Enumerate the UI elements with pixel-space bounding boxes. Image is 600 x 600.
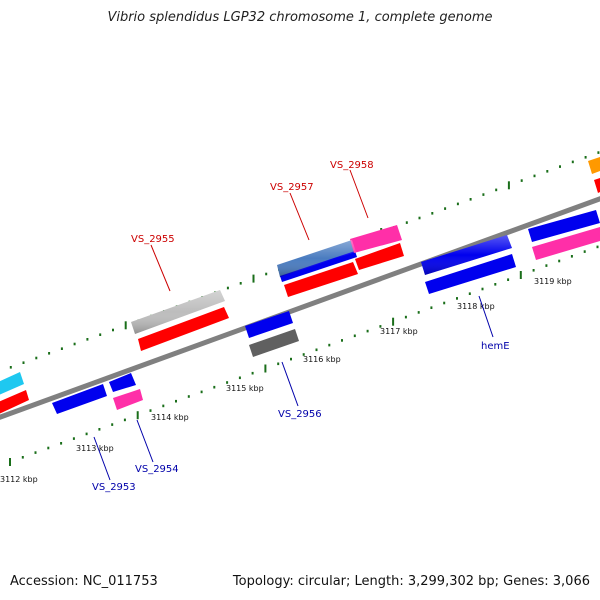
gene-arrow-cyan[interactable]: [0, 372, 24, 395]
shading: [131, 290, 225, 334]
gene-arrow-blue[interactable]: [528, 210, 600, 242]
kbp-label: 3118 kbp: [457, 302, 495, 311]
gene-label-vs2957[interactable]: VS_2957: [270, 182, 314, 193]
gene-arrow-magenta[interactable]: [532, 227, 600, 260]
gene-arrow-red[interactable]: [0, 390, 29, 414]
gene-arrow-blue[interactable]: [425, 254, 516, 294]
gene-features: [0, 157, 600, 414]
gene-arrow-magenta[interactable]: [113, 389, 143, 410]
kbp-label: 3114 kbp: [151, 413, 189, 422]
label-leader-lines: [93, 169, 494, 481]
kbp-label: 3115 kbp: [226, 384, 264, 393]
kbp-label: 3112 kbp: [0, 475, 38, 484]
accession-text: Accession: NC_011753: [10, 574, 158, 589]
topology-summary: Topology: circular; Length: 3,299,302 bp…: [232, 574, 590, 589]
map-title: Vibrio splendidus LGP32 chromosome 1, co…: [107, 10, 493, 25]
gene-arrow-red-large[interactable]: [284, 262, 358, 297]
kbp-label: 3117 kbp: [380, 327, 418, 336]
shading: [421, 235, 512, 275]
shading: [277, 240, 356, 277]
gene-label-vs2955[interactable]: VS_2955: [131, 234, 175, 245]
chromosome-backbone: [0, 196, 600, 420]
gene-arrow-blue[interactable]: [245, 311, 293, 338]
gene-label-heme[interactable]: hemE: [481, 341, 510, 352]
gene-arrow-orange[interactable]: [588, 157, 600, 174]
gene-label-vs2956[interactable]: VS_2956: [278, 409, 322, 420]
gene-arrow-blue[interactable]: [52, 384, 107, 414]
gene-label-vs2954[interactable]: VS_2954: [135, 464, 179, 475]
gene-arrow-red-large[interactable]: [138, 307, 229, 351]
gene-arrow-magenta[interactable]: [350, 225, 402, 253]
gene-arrow-blue-thin[interactable]: [280, 251, 357, 282]
scale-labels: 3112 kbp 3113 kbp 3114 kbp 3115 kbp 3116…: [0, 277, 572, 484]
gene-arrow-blue-small[interactable]: [109, 373, 136, 392]
kbp-label: 3116 kbp: [303, 355, 341, 364]
gene-label-vs2953[interactable]: VS_2953: [92, 482, 136, 493]
gene-arrow-red-small[interactable]: [594, 178, 600, 193]
kbp-label: 3119 kbp: [534, 277, 572, 286]
kbp-label: 3113 kbp: [76, 444, 114, 453]
gene-labels: VS_2955 VS_2957 VS_2958 VS_2953 VS_2954 …: [92, 160, 510, 493]
reverse-scale-track: [9, 245, 599, 466]
gene-arrow-darkgray[interactable]: [249, 329, 299, 357]
gene-arrow-red[interactable]: [355, 243, 404, 270]
gene-label-vs2958[interactable]: VS_2958: [330, 160, 374, 171]
